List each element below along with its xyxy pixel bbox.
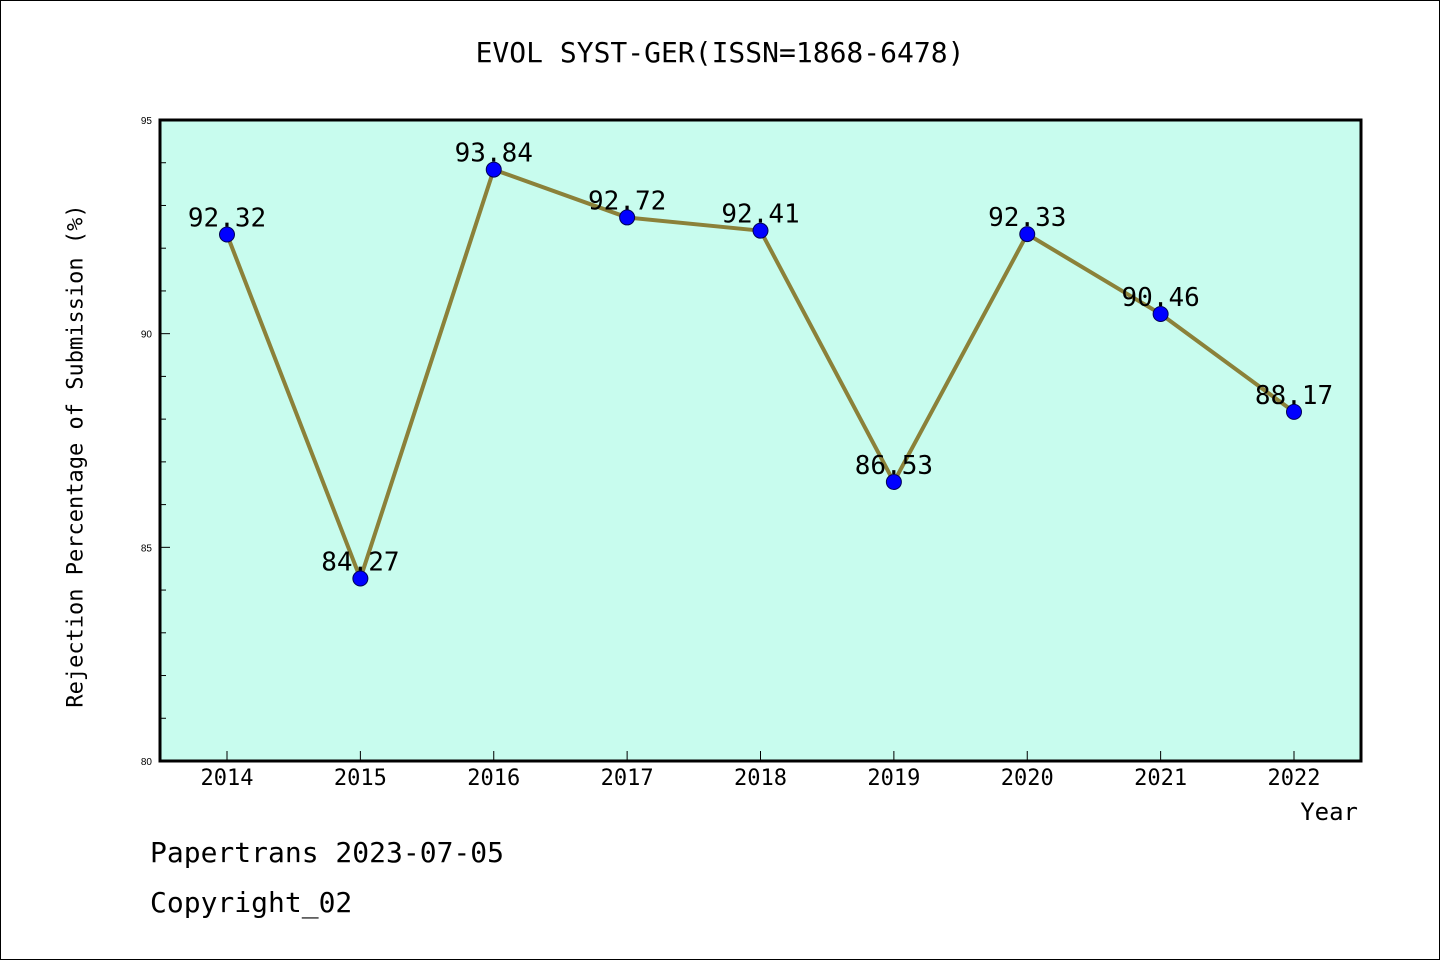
data-label: 92.72 (588, 186, 666, 216)
data-label: 90.46 (1121, 283, 1199, 313)
y-tick-label: 90 (141, 330, 153, 341)
x-tick-label: 2017 (601, 766, 654, 791)
data-point (219, 226, 235, 243)
data-label: 93.84 (455, 139, 533, 169)
x-axis-label: Year (1300, 798, 1358, 826)
y-tick-label: 85 (141, 543, 153, 554)
data-point (752, 222, 769, 239)
data-label: 88.17 (1255, 381, 1333, 411)
data-label: 86.53 (855, 451, 933, 481)
x-tick-label: 2014 (201, 766, 254, 791)
y-tick-label: 80 (141, 757, 153, 768)
data-label: 84.27 (321, 548, 399, 578)
x-tick-label: 2021 (1134, 766, 1187, 791)
chart-title: EVOL SYST-GER(ISSN=1868-6478) (475, 36, 965, 69)
x-tick-label: 2018 (734, 766, 787, 791)
data-point (619, 209, 636, 226)
data-point (1019, 226, 1036, 243)
x-tick-label: 2016 (467, 766, 520, 791)
data-point (1286, 403, 1302, 420)
x-tick-label: 2019 (867, 766, 920, 791)
x-tick-label: 2020 (1001, 766, 1054, 791)
x-tick-label: 2015 (334, 766, 387, 791)
data-label: 92.33 (988, 203, 1066, 233)
data-point (1152, 306, 1169, 323)
data-point (485, 161, 502, 178)
x-tick-label: 2022 (1268, 766, 1321, 791)
footer-copyright: Copyright_02 (150, 886, 353, 919)
data-point (352, 570, 369, 587)
data-label: 92.32 (188, 204, 266, 234)
y-tick-label: 95 (141, 116, 153, 127)
data-point (885, 473, 902, 490)
footer-date: Papertrans 2023-07-05 (150, 836, 505, 869)
data-label: 92.41 (721, 200, 799, 230)
